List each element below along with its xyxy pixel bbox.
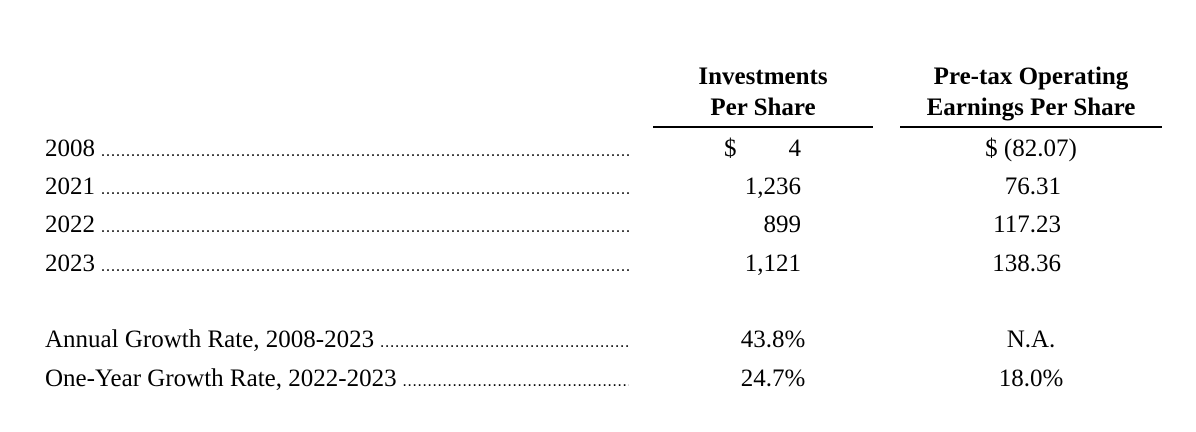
table-row-annual-growth: Annual Growth Rate, 2008-2023 ..........… xyxy=(45,322,629,358)
cell-investments-2008: $ 4 xyxy=(653,131,873,167)
cell-earnings-2021: 76.31 xyxy=(1004,173,1061,200)
cell-investments-2023: 1,121 xyxy=(744,250,801,277)
cell-earnings-2022: 117.23 xyxy=(993,211,1061,238)
dot-leader: ........................................… xyxy=(101,258,629,275)
investments-value: 4 xyxy=(788,135,802,162)
row-label: 2021 xyxy=(45,173,95,200)
dot-leader: ........................................… xyxy=(101,219,629,236)
header-investments-rule xyxy=(653,126,873,128)
dot-leader: ........................................… xyxy=(101,181,629,198)
dot-leader: ........................................… xyxy=(101,143,629,160)
header-earnings: Pre-tax Operating Earnings Per Share xyxy=(900,61,1162,123)
table-row-2008: 2008 ...................................… xyxy=(45,131,629,167)
header-earnings-line2: Earnings Per Share xyxy=(926,94,1136,121)
row-label: 2023 xyxy=(45,250,95,277)
cell-investments-annual-growth: 43.8% xyxy=(740,326,806,353)
row-label: 2008 xyxy=(45,135,95,162)
cell-investments-2022: 899 xyxy=(763,211,802,238)
table-row-one-year-growth: One-Year Growth Rate, 2022-2023 ........… xyxy=(45,361,629,397)
row-label: One-Year Growth Rate, 2022-2023 xyxy=(45,365,397,392)
dot-leader: ........................................… xyxy=(380,334,629,351)
table-row-2021: 2021 ...................................… xyxy=(45,169,629,205)
cell-earnings-annual-growth: N.A. xyxy=(1006,326,1056,353)
table-row-2023: 2023 ...................................… xyxy=(45,246,629,282)
row-label: Annual Growth Rate, 2008-2023 xyxy=(45,326,375,353)
dot-leader: ........................................… xyxy=(402,373,629,390)
cell-investments-one-year-growth: 24.7% xyxy=(740,365,806,392)
currency-symbol: $ xyxy=(724,135,737,162)
cell-earnings-2023: 138.36 xyxy=(992,250,1061,277)
cell-earnings-one-year-growth: 18.0% xyxy=(998,365,1064,392)
header-investments-line2: Per Share xyxy=(710,94,816,121)
header-earnings-line1: Pre-tax Operating xyxy=(933,63,1129,90)
header-earnings-rule xyxy=(900,126,1162,128)
cell-earnings-2008: $ (82.07) xyxy=(985,135,1077,162)
header-investments: Investments Per Share xyxy=(653,61,873,123)
row-label: 2022 xyxy=(45,211,95,238)
table-row-2022: 2022 ...................................… xyxy=(45,207,629,243)
cell-investments-2021: 1,236 xyxy=(744,173,801,200)
header-investments-line1: Investments xyxy=(698,63,828,90)
